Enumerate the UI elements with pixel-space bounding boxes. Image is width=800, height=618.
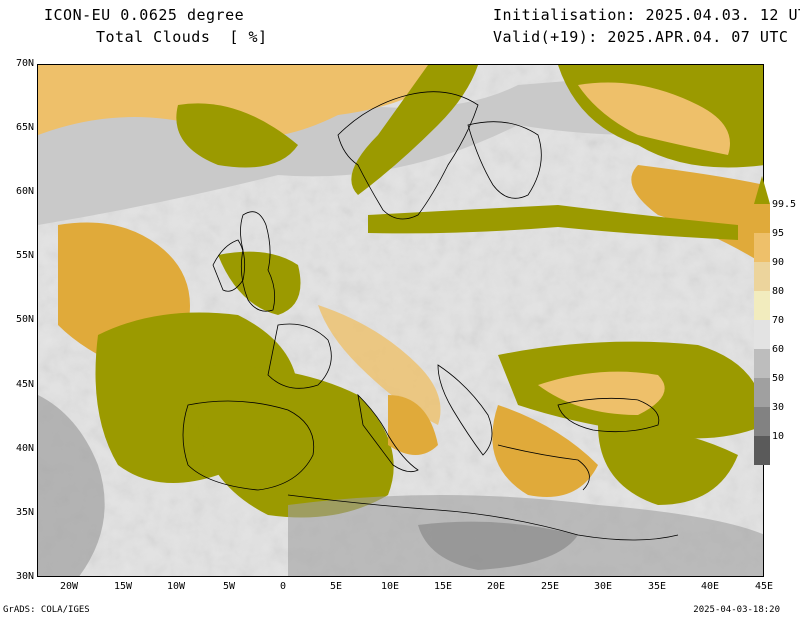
colorbar-label: 50 [772, 373, 785, 384]
lon-label: 45E [754, 581, 774, 592]
lon-label: 35E [647, 581, 667, 592]
colorbar-label: 80 [772, 286, 785, 297]
colorbar-segment [754, 436, 770, 465]
colorbar-segment [754, 349, 770, 378]
colorbar-label: 70 [772, 315, 785, 326]
lon-label: 10W [166, 581, 186, 592]
valid-time: Valid(+19): 2025.APR.04. 07 UTC [493, 28, 789, 46]
lon-label: 40E [700, 581, 720, 592]
colorbar-label: 60 [772, 344, 785, 355]
colorbar-segment [754, 291, 770, 320]
colorbar-segment [754, 378, 770, 407]
colorbar-label: 30 [772, 402, 785, 413]
model-title: ICON-EU 0.0625 degree [44, 6, 245, 24]
init-time: Initialisation: 2025.04.03. 12 UTC [493, 6, 800, 24]
lat-label: 45N [15, 379, 34, 390]
footer-credit: GrADS: COLA/IGES [3, 605, 90, 615]
colorbar-label: 10 [772, 431, 785, 442]
colorbar-segment [754, 204, 770, 233]
lat-label: 65N [15, 122, 34, 133]
lat-label: 30N [15, 571, 34, 582]
lat-label: 60N [15, 186, 34, 197]
lon-label: 15W [113, 581, 133, 592]
colorbar-segment [754, 233, 770, 262]
colorbar-segment [754, 262, 770, 291]
variable-title: Total Clouds [ %] [96, 28, 268, 46]
lat-label: 50N [15, 314, 34, 325]
lon-label: 5W [222, 581, 236, 592]
colorbar-label: 99.5 [772, 199, 797, 210]
lat-label: 40N [15, 443, 34, 454]
lat-label: 55N [15, 250, 34, 261]
lon-label: 20E [486, 581, 506, 592]
lat-label: 70N [15, 58, 34, 69]
lon-label: 20W [59, 581, 79, 592]
lon-label: 10E [380, 581, 400, 592]
lon-label: 25E [540, 581, 560, 592]
colorbar-segment [754, 176, 770, 204]
lon-label: 5E [329, 581, 343, 592]
lon-label: 30E [593, 581, 613, 592]
cloud-map [37, 64, 764, 577]
footer-timestamp: 2025-04-03-18:20 [693, 605, 780, 615]
colorbar-label: 95 [772, 228, 785, 239]
lon-label: 15E [433, 581, 453, 592]
colorbar-segment [754, 407, 770, 436]
lon-label: 0 [279, 581, 287, 592]
lat-label: 35N [15, 507, 34, 518]
colorbar [754, 176, 770, 465]
colorbar-segment [754, 320, 770, 349]
colorbar-label: 90 [772, 257, 785, 268]
